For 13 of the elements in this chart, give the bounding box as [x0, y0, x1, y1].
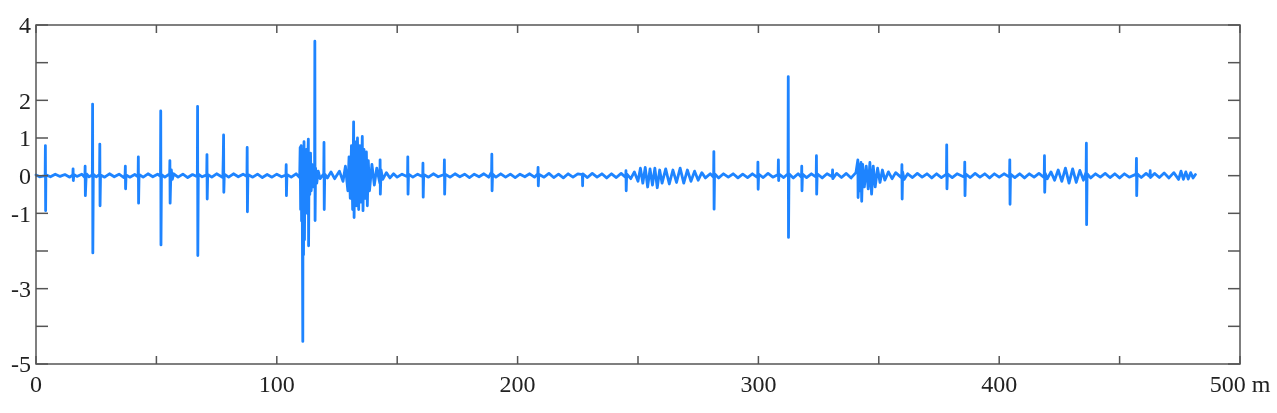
- line-series: [34, 39, 1197, 343]
- y-tick-label: 2: [19, 87, 31, 114]
- y-tick-label: -1: [11, 200, 31, 227]
- y-tick-label: -5: [11, 351, 31, 378]
- x-tick-label: 500 m: [1209, 371, 1271, 397]
- x-tick-label: 300: [740, 371, 777, 397]
- x-tick-label: 200: [499, 371, 536, 397]
- y-tick-label: 4: [19, 12, 31, 39]
- y-tick-label: 1: [19, 125, 31, 152]
- x-tick-label: 100: [258, 371, 295, 397]
- x-tick-label: 400: [981, 371, 1018, 397]
- y-tick-label: -3: [11, 276, 31, 303]
- y-tick-label: 0: [19, 163, 31, 190]
